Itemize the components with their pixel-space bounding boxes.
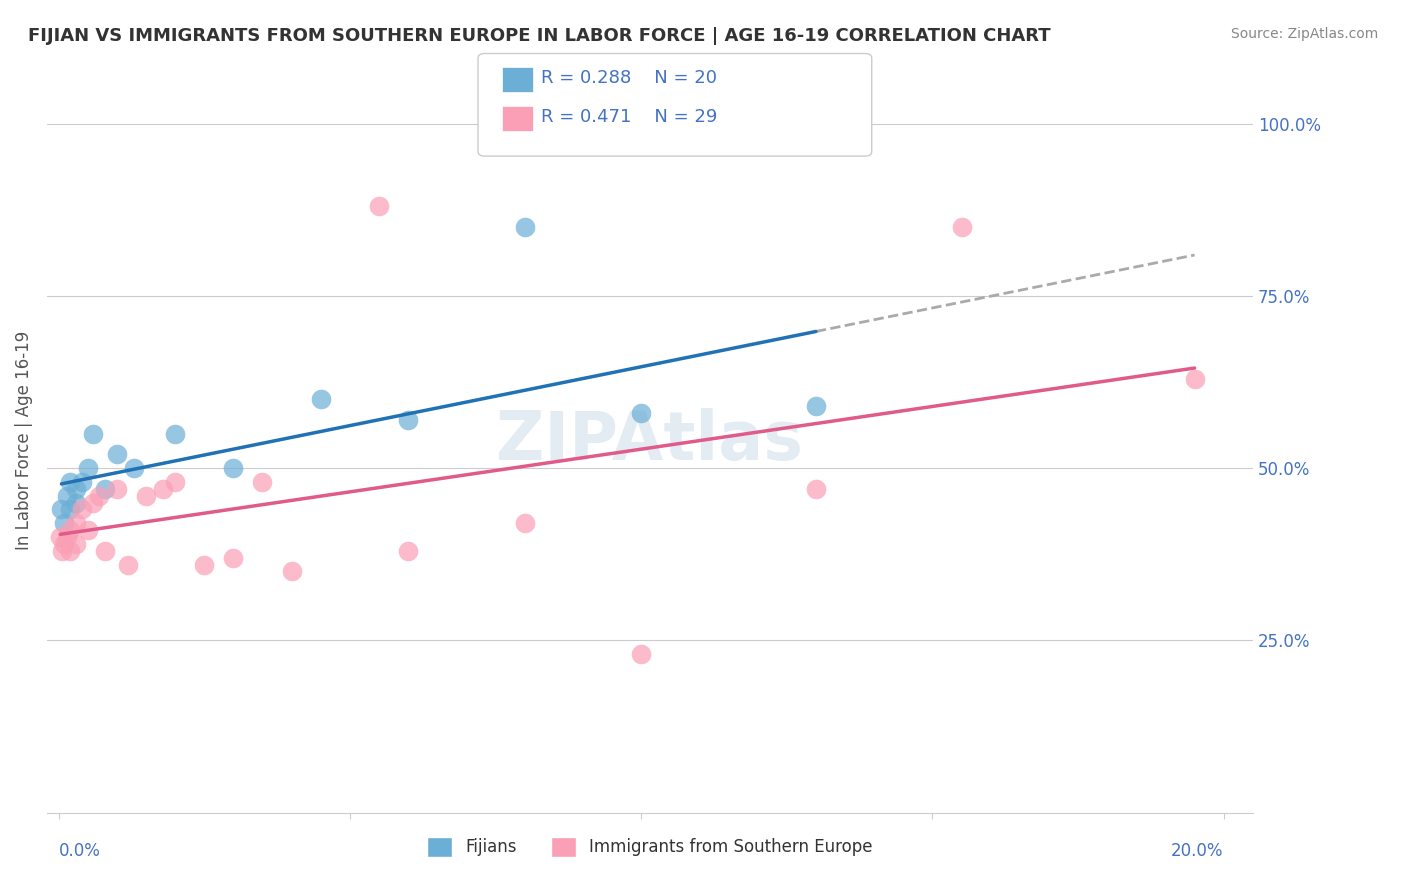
Text: 0.0%: 0.0% (59, 842, 100, 860)
Point (94, 543, 117, 558)
Point (222, 461, 245, 475)
Point (368, 199, 391, 213)
Point (222, 550, 245, 565)
Point (396, 413, 419, 427)
Point (49, 530, 72, 544)
Point (76, 461, 98, 475)
Point (59, 523, 82, 537)
Point (65, 537, 87, 551)
Text: R = 0.288    N = 20: R = 0.288 N = 20 (541, 69, 717, 87)
Point (630, 647, 652, 661)
Point (56, 489, 79, 503)
Point (513, 219, 536, 234)
Point (94, 482, 117, 496)
Y-axis label: In Labor Force | Age 16-19: In Labor Force | Age 16-19 (15, 331, 32, 550)
Point (630, 406, 652, 420)
Point (1184, 371, 1206, 385)
Text: Source: ZipAtlas.com: Source: ZipAtlas.com (1230, 27, 1378, 41)
Text: ZIPAtlas: ZIPAtlas (496, 408, 803, 474)
Point (65, 482, 87, 496)
Point (513, 516, 536, 531)
Point (280, 565, 302, 579)
Point (59, 475, 82, 489)
Point (70, 502, 93, 516)
Point (65, 516, 87, 531)
Point (70, 475, 93, 489)
Point (82, 495, 104, 509)
Point (76, 523, 98, 537)
Point (309, 392, 332, 407)
Text: 20.0%: 20.0% (1171, 842, 1223, 860)
Point (59, 543, 82, 558)
Point (135, 489, 157, 503)
Point (53, 516, 76, 531)
Point (117, 558, 139, 572)
Point (89, 489, 111, 503)
Point (252, 475, 274, 489)
Text: FIJIAN VS IMMIGRANTS FROM SOUTHERN EUROPE IN LABOR FORCE | AGE 16-19 CORRELATION: FIJIAN VS IMMIGRANTS FROM SOUTHERN EUROP… (28, 27, 1050, 45)
Point (51, 502, 73, 516)
Point (165, 475, 187, 489)
Text: R = 0.471    N = 29: R = 0.471 N = 29 (541, 108, 717, 126)
Point (105, 482, 128, 496)
Point (82, 426, 104, 441)
Point (804, 399, 827, 413)
Point (396, 543, 419, 558)
Point (804, 482, 827, 496)
Point (105, 447, 128, 461)
Point (53, 537, 76, 551)
Point (59, 502, 82, 516)
Point (51, 543, 73, 558)
Point (193, 558, 215, 572)
Point (65, 495, 87, 509)
Point (152, 482, 174, 496)
Legend: Fijians, Immigrants from Southern Europe: Fijians, Immigrants from Southern Europe (420, 830, 879, 863)
Point (165, 426, 187, 441)
Point (56, 530, 79, 544)
Point (950, 219, 973, 234)
Point (124, 461, 146, 475)
